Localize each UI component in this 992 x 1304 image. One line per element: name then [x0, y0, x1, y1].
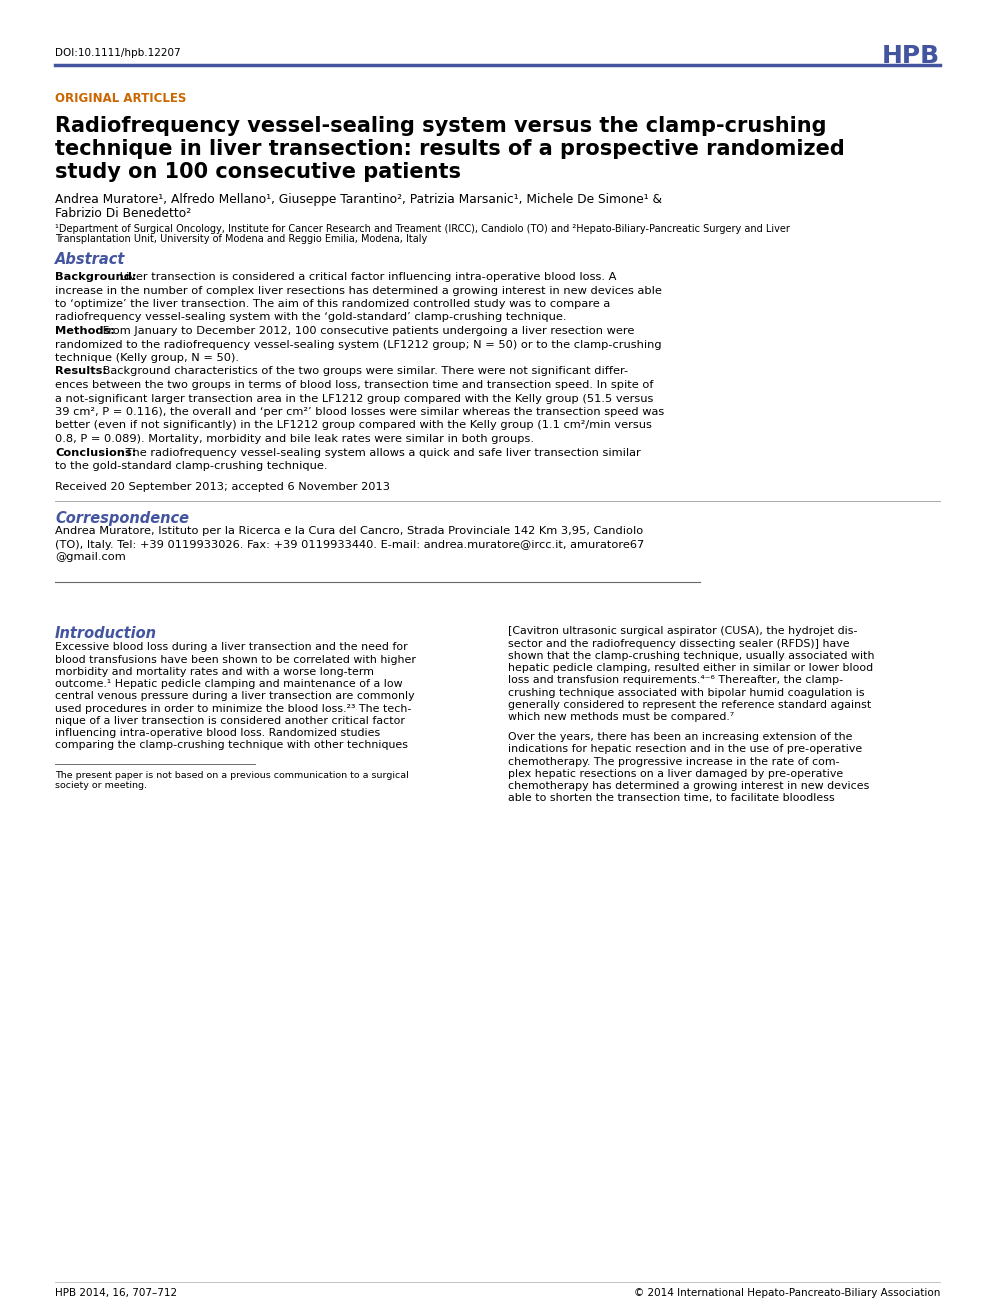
Text: Excessive blood loss during a liver transection and the need for: Excessive blood loss during a liver tran… [55, 643, 408, 652]
Text: Conclusions:: Conclusions: [55, 447, 136, 458]
Text: nique of a liver transection is considered another critical factor: nique of a liver transection is consider… [55, 716, 405, 726]
Text: Results:: Results: [55, 366, 107, 377]
Text: radiofrequency vessel-sealing system with the ‘gold-standard’ clamp-crushing tec: radiofrequency vessel-sealing system wit… [55, 313, 566, 322]
Text: ¹Department of Surgical Oncology, Institute for Cancer Research and Treament (IR: ¹Department of Surgical Oncology, Instit… [55, 224, 790, 233]
Text: Fabrizio Di Benedetto²: Fabrizio Di Benedetto² [55, 207, 191, 220]
Text: @gmail.com: @gmail.com [55, 553, 126, 562]
Text: to ‘optimize’ the liver transection. The aim of this randomized controlled study: to ‘optimize’ the liver transection. The… [55, 299, 610, 309]
Text: Correspondence: Correspondence [55, 510, 189, 526]
Text: Abstract: Abstract [55, 252, 125, 267]
Text: generally considered to represent the reference standard against: generally considered to represent the re… [508, 700, 871, 709]
Text: Andrea Muratore, Istituto per la Ricerca e la Cura del Cancro, Strada Provincial: Andrea Muratore, Istituto per la Ricerca… [55, 527, 643, 536]
Text: study on 100 consecutive patients: study on 100 consecutive patients [55, 162, 461, 183]
Text: Liver transection is considered a critical factor influencing intra-operative bl: Liver transection is considered a critic… [116, 273, 616, 282]
Text: From January to December 2012, 100 consecutive patients undergoing a liver resec: From January to December 2012, 100 conse… [99, 326, 635, 336]
Text: Introduction: Introduction [55, 626, 157, 642]
Text: technique (Kelly group, N = 50).: technique (Kelly group, N = 50). [55, 353, 239, 363]
Text: technique in liver transection: results of a prospective randomized: technique in liver transection: results … [55, 140, 845, 159]
Text: Received 20 September 2013; accepted 6 November 2013: Received 20 September 2013; accepted 6 N… [55, 482, 390, 493]
Text: morbidity and mortality rates and with a worse long-term: morbidity and mortality rates and with a… [55, 666, 374, 677]
Text: influencing intra-operative blood loss. Randomized studies: influencing intra-operative blood loss. … [55, 728, 380, 738]
Text: comparing the clamp-crushing technique with other techniques: comparing the clamp-crushing technique w… [55, 741, 408, 750]
Text: ORIGINAL ARTICLES: ORIGINAL ARTICLES [55, 93, 186, 106]
Text: chemotherapy. The progressive increase in the rate of com-: chemotherapy. The progressive increase i… [508, 756, 839, 767]
Text: able to shorten the transection time, to facilitate bloodless: able to shorten the transection time, to… [508, 793, 834, 803]
Text: hepatic pedicle clamping, resulted either in similar or lower blood: hepatic pedicle clamping, resulted eithe… [508, 664, 873, 673]
Text: randomized to the radiofrequency vessel-sealing system (LF1212 group; N = 50) or: randomized to the radiofrequency vessel-… [55, 339, 662, 349]
Text: increase in the number of complex liver resections has determined a growing inte: increase in the number of complex liver … [55, 286, 662, 296]
Text: [Cavitron ultrasonic surgical aspirator (CUSA), the hydrojet dis-: [Cavitron ultrasonic surgical aspirator … [508, 626, 857, 636]
Text: blood transfusions have been shown to be correlated with higher: blood transfusions have been shown to be… [55, 655, 416, 665]
Text: which new methods must be compared.⁷: which new methods must be compared.⁷ [508, 712, 734, 722]
Text: © 2014 International Hepato-Pancreato-Biliary Association: © 2014 International Hepato-Pancreato-Bi… [634, 1288, 940, 1297]
Text: Background:: Background: [55, 273, 137, 282]
Text: crushing technique associated with bipolar humid coagulation is: crushing technique associated with bipol… [508, 687, 865, 698]
Text: 0.8, P = 0.089). Mortality, morbidity and bile leak rates were similar in both g: 0.8, P = 0.089). Mortality, morbidity an… [55, 434, 534, 443]
Text: used procedures in order to minimize the blood loss.²³ The tech-: used procedures in order to minimize the… [55, 703, 412, 713]
Text: HPB: HPB [882, 44, 940, 68]
Text: (TO), Italy. Tel: +39 0119933026. Fax: +39 0119933440. E-mail: andrea.muratore@i: (TO), Italy. Tel: +39 0119933026. Fax: +… [55, 540, 644, 549]
Text: Over the years, there has been an increasing extension of the: Over the years, there has been an increa… [508, 732, 852, 742]
Text: ences between the two groups in terms of blood loss, transection time and transe: ences between the two groups in terms of… [55, 379, 654, 390]
Text: The present paper is not based on a previous communication to a surgical: The present paper is not based on a prev… [55, 771, 409, 780]
Text: plex hepatic resections on a liver damaged by pre-operative: plex hepatic resections on a liver damag… [508, 768, 843, 778]
Text: outcome.¹ Hepatic pedicle clamping and maintenance of a low: outcome.¹ Hepatic pedicle clamping and m… [55, 679, 403, 689]
Text: Transplantation Unit, University of Modena and Reggio Emilia, Modena, Italy: Transplantation Unit, University of Mode… [55, 233, 428, 244]
Text: indications for hepatic resection and in the use of pre-operative: indications for hepatic resection and in… [508, 745, 862, 754]
Text: shown that the clamp-crushing technique, usually associated with: shown that the clamp-crushing technique,… [508, 651, 875, 661]
Text: society or meeting.: society or meeting. [55, 781, 147, 790]
Text: Radiofrequency vessel-sealing system versus the clamp-crushing: Radiofrequency vessel-sealing system ver… [55, 116, 826, 136]
Text: a not-significant larger transection area in the LF1212 group compared with the : a not-significant larger transection are… [55, 394, 654, 403]
Text: to the gold-standard clamp-crushing technique.: to the gold-standard clamp-crushing tech… [55, 462, 327, 471]
Text: 39 cm², P = 0.116), the overall and ‘per cm²’ blood losses were similar whereas : 39 cm², P = 0.116), the overall and ‘per… [55, 407, 665, 417]
Text: Methods:: Methods: [55, 326, 115, 336]
Text: The radiofrequency vessel-sealing system allows a quick and safe liver transecti: The radiofrequency vessel-sealing system… [122, 447, 641, 458]
Text: Andrea Muratore¹, Alfredo Mellano¹, Giuseppe Tarantino², Patrizia Marsanic¹, Mic: Andrea Muratore¹, Alfredo Mellano¹, Gius… [55, 193, 662, 206]
Text: HPB 2014, 16, 707–712: HPB 2014, 16, 707–712 [55, 1288, 178, 1297]
Text: DOI:10.1111/hpb.12207: DOI:10.1111/hpb.12207 [55, 48, 181, 57]
Text: central venous pressure during a liver transection are commonly: central venous pressure during a liver t… [55, 691, 415, 702]
Text: Background characteristics of the two groups were similar. There were not signif: Background characteristics of the two gr… [99, 366, 629, 377]
Text: loss and transfusion requirements.⁴⁻⁶ Thereafter, the clamp-: loss and transfusion requirements.⁴⁻⁶ Th… [508, 675, 843, 686]
Text: chemotherapy has determined a growing interest in new devices: chemotherapy has determined a growing in… [508, 781, 869, 792]
Text: better (even if not significantly) in the LF1212 group compared with the Kelly g: better (even if not significantly) in th… [55, 420, 652, 430]
Text: sector and the radiofrequency dissecting sealer (RFDS)] have: sector and the radiofrequency dissecting… [508, 639, 849, 648]
